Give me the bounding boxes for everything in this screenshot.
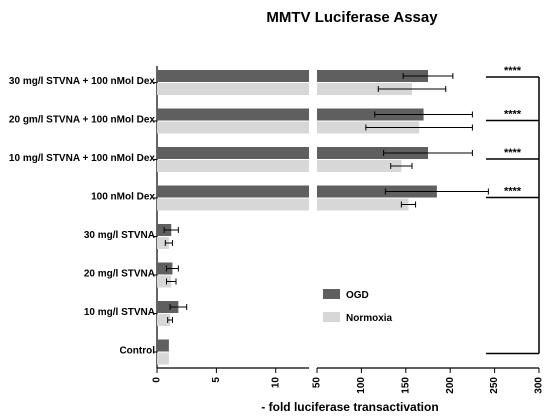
category-label-100-nmol-dex: 100 nMol Dex [91,192,155,203]
bar-normoxia-control [157,352,169,365]
significance-stars: **** [504,147,522,159]
bar-ogd-10-mg-l-stvna-100-nmol-dex-part1 [157,147,309,159]
category-label-30-mg-l-stvna-100-nmol-dex: 30 mg/l STVNA + 100 nMol Dex [9,76,156,87]
category-label-30-mg-l-stvna: 30 mg/l STVNA [84,230,155,241]
bar-ogd-10-mg-l-stvna [157,301,179,313]
legend-swatch-normoxia [323,312,340,322]
bar-ogd-control [157,339,169,352]
category-label-10-mg-l-stvna-100-nmol-dex: 10 mg/l STVNA + 100 nMol Dex [9,153,156,164]
bar-normoxia-10-mg-l-stvna [157,314,171,326]
x-tick-label-0: 0 [152,377,163,383]
x-tick-label-5: 5 [211,377,222,383]
bar-normoxia-20-mg-l-stvna [157,275,172,288]
bar-normoxia-20-gm-l-stvna-100-nmol-dex-part1 [157,121,309,134]
x-tick-label-50: 50 [312,377,323,389]
bar-ogd-20-gm-l-stvna-100-nmol-dex [317,108,424,121]
bar-ogd-20-mg-l-stvna [157,262,173,275]
legend-swatch-ogd [323,289,340,299]
x-tick-label-10: 10 [270,377,281,389]
bar-ogd-30-mg-l-stvna-100-nmol-dex [317,70,428,82]
x-tick-label-200: 200 [445,377,456,394]
bar-normoxia-30-mg-l-stvna-100-nmol-dex-part1 [157,83,309,95]
category-label-control: Control [119,346,155,357]
bar-ogd-10-mg-l-stvna-100-nmol-dex [317,147,428,159]
bar-ogd-100-nmol-dex [317,185,437,198]
plot-area: 30 mg/l STVNA + 100 nMol Dex 20 gm/l STVN… [9,65,545,394]
bar-normoxia-10-mg-l-stvna-100-nmol-dex-part1 [157,160,309,172]
bar-normoxia-10-mg-l-stvna-100-nmol-dex [317,160,402,172]
x-tick-label-250: 250 [489,377,500,394]
x-tick-label-150: 150 [400,377,411,394]
bar-normoxia-100-nmol-dex-part1 [157,198,309,211]
x-tick-label-300: 300 [534,377,545,394]
x-tick-label-100: 100 [356,377,367,394]
category-label-20-mg-l-stvna: 20 mg/l STVNA [84,269,155,280]
bar-normoxia-30-mg-l-stvna-100-nmol-dex [317,83,413,95]
category-label-10-mg-l-stvna: 10 mg/l STVNA [84,307,155,318]
chart-title: MMTV Luciferase Assay [266,9,438,26]
legend-label-ogd: OGD [346,290,369,301]
legend-label-normoxia: Normoxia [346,313,393,324]
bar-ogd-100-nmol-dex-part1 [157,185,309,198]
bar-ogd-30-mg-l-stvna-100-nmol-dex-part1 [157,70,309,82]
significance-stars: **** [504,65,522,77]
category-label-20-gm-l-stvna-100-nmol-dex: 20 gm/l STVNA + 100 nMol Dex [9,115,156,126]
bar-normoxia-30-mg-l-stvna [157,237,169,249]
significance-stars: **** [504,186,522,198]
bar-normoxia-100-nmol-dex [317,198,409,211]
bar-ogd-20-gm-l-stvna-100-nmol-dex-part1 [157,108,309,121]
significance-stars: **** [504,109,522,121]
x-axis-label: - fold luciferase transactivation [261,400,438,414]
